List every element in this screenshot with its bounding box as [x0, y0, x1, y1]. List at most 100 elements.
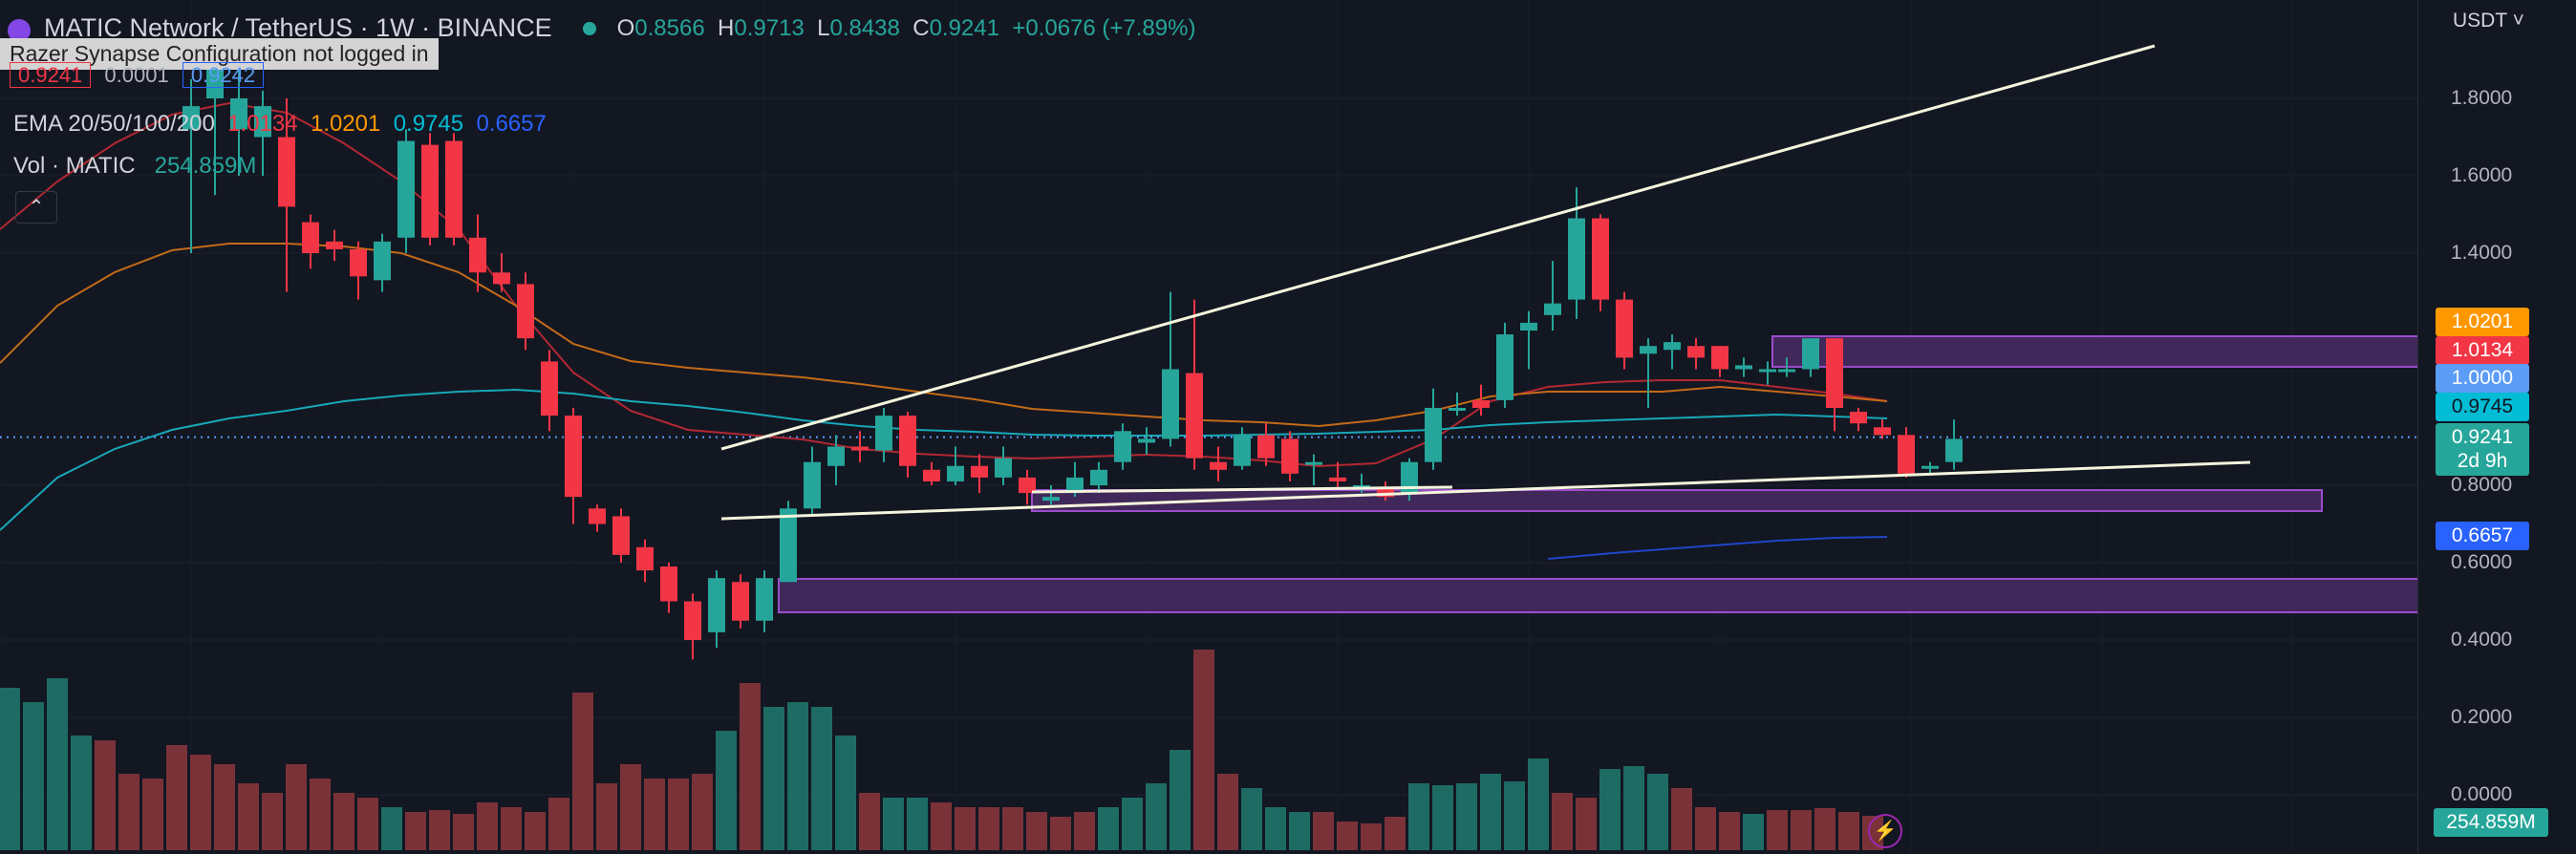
candle-body — [1114, 431, 1131, 462]
candle-body — [1234, 435, 1251, 466]
candle-body — [1401, 461, 1418, 494]
resistance-zone — [1771, 335, 2417, 368]
volume-bar — [118, 774, 140, 850]
candle-body — [1687, 346, 1705, 358]
candle-body — [1496, 334, 1513, 400]
candle-body — [326, 241, 343, 249]
candle-body — [350, 248, 367, 277]
volume-bar — [1241, 788, 1262, 850]
collapse-legend-button[interactable]: ⌃ — [15, 191, 57, 224]
volume-bar — [1552, 793, 1573, 850]
candle-body — [182, 106, 200, 130]
candle-body — [302, 222, 319, 253]
volume-bar — [333, 793, 354, 850]
volume-bar — [1146, 783, 1167, 850]
candle-body — [589, 508, 606, 524]
volume-bar — [95, 740, 116, 850]
volume-bar — [1313, 812, 1334, 850]
price-axis[interactable]: USDT ˅ 1.8000 1.6000 1.4000 0.8000 0.6000 0.4… — [2417, 0, 2576, 854]
volume-bar — [787, 702, 808, 850]
candle-body — [1520, 322, 1537, 331]
volume-bar — [1385, 817, 1406, 850]
price-tick-label: 0.0000 — [2451, 783, 2513, 805]
candle-body — [1921, 465, 1939, 469]
price-axis-label: 0.9745 — [2436, 393, 2529, 421]
volume-bar — [1170, 750, 1191, 850]
candle-body — [1353, 485, 1370, 488]
candle-body — [1640, 346, 1657, 354]
volume-bar — [381, 807, 402, 850]
volume-bar — [214, 764, 235, 850]
currency-select[interactable]: USDT ˅ — [2453, 10, 2524, 32]
candle-body — [684, 601, 701, 640]
candle-body — [445, 140, 462, 238]
candle-body — [756, 578, 773, 621]
volume-bar — [811, 707, 832, 850]
candle-body — [732, 582, 749, 621]
candle-body — [827, 446, 845, 466]
candle-body — [278, 137, 295, 207]
candle-body — [1449, 408, 1466, 411]
candle-body — [1162, 369, 1179, 439]
volume-bar — [1719, 812, 1740, 850]
volume-bar — [238, 783, 259, 850]
candle-body — [875, 416, 892, 451]
candle-body — [708, 578, 725, 632]
chevron-up-icon: ⌃ — [28, 197, 45, 218]
price-tick-label: 0.8000 — [2451, 474, 2513, 496]
volume-bar — [1743, 814, 1764, 850]
volume-bar — [1337, 822, 1358, 850]
volume-bar — [907, 798, 928, 850]
volume-bar — [1480, 774, 1501, 850]
volume-bar — [1576, 798, 1597, 850]
candle-body — [1019, 477, 1036, 494]
volume-bar — [453, 814, 474, 850]
volume-bar — [1623, 766, 1644, 850]
flash-icon[interactable]: ⚡ — [1868, 814, 1902, 848]
candle-body — [899, 416, 916, 466]
candle-body — [1138, 438, 1155, 443]
volume-bar — [740, 683, 761, 850]
candle-body — [636, 546, 654, 571]
volume-bar — [596, 783, 617, 850]
candle-body — [804, 461, 821, 509]
symbol-title[interactable]: MATIC Network / TetherUS · 1W · BINANCE — [44, 13, 552, 42]
candle-body — [923, 469, 940, 481]
market-status-icon — [582, 21, 596, 35]
candle-body — [1802, 338, 1819, 370]
volume-bar — [0, 688, 20, 850]
trendline-lower — [720, 460, 2251, 521]
candle-body — [517, 284, 534, 339]
candle-body — [230, 98, 247, 130]
volume-bar — [47, 678, 68, 850]
volume-bar — [620, 764, 641, 850]
volume-bar — [1671, 788, 1692, 850]
volume-bar — [668, 779, 689, 850]
ohlc-values: O0.8566 H0.9713 L0.8438 C0.9241 +0.0676 … — [616, 14, 1196, 41]
candle-body — [1850, 412, 1867, 424]
volume-bar — [190, 755, 211, 850]
volume-bar — [1002, 807, 1023, 850]
chart-area[interactable]: MATIC Network / TetherUS · 1W · BINANCE … — [0, 0, 2417, 854]
volume-bar — [1838, 812, 1859, 850]
volume-bar — [1528, 758, 1549, 850]
chart-canvas[interactable] — [0, 0, 2417, 854]
trendline-upper — [720, 44, 2156, 451]
volume-bar — [1456, 783, 1477, 850]
candle-body — [1257, 435, 1275, 459]
candle-body — [1090, 469, 1107, 485]
candle-body — [1544, 303, 1561, 315]
candle-body — [1186, 373, 1203, 459]
volume-bar — [1432, 785, 1453, 850]
ema-legend[interactable]: EMA 20/50/100/200 1.0134 1.0201 0.9745 0… — [13, 111, 547, 137]
volume-legend[interactable]: Vol · MATIC 254.859M — [13, 153, 257, 179]
candle-body — [1592, 218, 1609, 300]
volume-bar — [357, 798, 378, 850]
candle-body — [1616, 299, 1633, 358]
candle-body — [612, 516, 630, 555]
candle-body — [565, 416, 582, 498]
price-axis-label: 2d 9h — [2436, 447, 2529, 476]
symbol-legend[interactable]: MATIC Network / TetherUS · 1W · BINANCE … — [10, 13, 1195, 43]
volume-bar — [1026, 812, 1047, 850]
volume-bar — [1050, 817, 1071, 850]
